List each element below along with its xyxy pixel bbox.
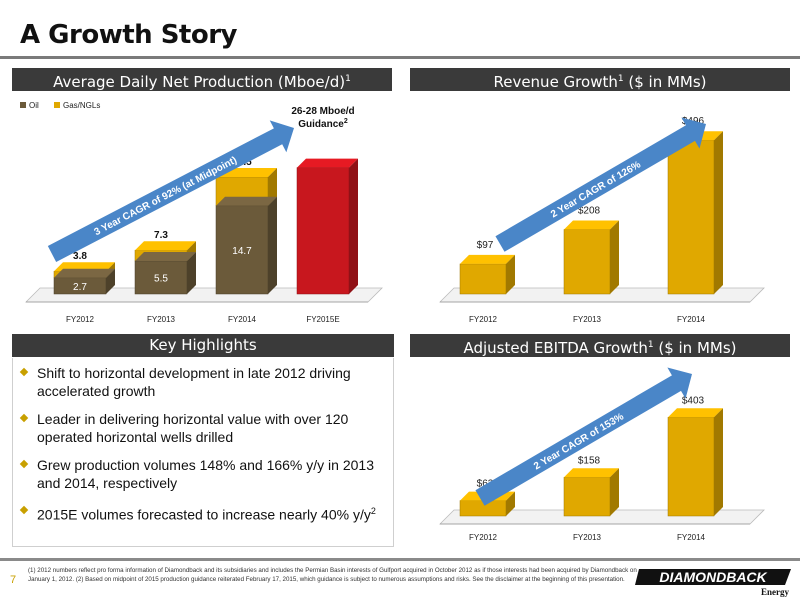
x-tick-label: FY2014 [677,533,706,542]
guidance-label-line1: 26-28 Mboe/d [291,106,354,117]
production-chart-svg: OilGas/NGLs2.73.8FY20125.57.3FY201314.71… [20,101,383,324]
bar-oil-FY2012-side [106,268,115,294]
legend-oil-label: Oil [29,101,39,110]
highlight-text: Leader in delivering horizontal value wi… [37,411,349,445]
revenue-value-label: $97 [477,240,494,251]
highlights-box: Shift to horizontal development in late … [12,358,394,547]
revenue-header-suffix: ($ in MMs) [623,73,707,91]
x-tick-label: FY2015E [306,315,339,324]
legend-oil-swatch [20,102,26,108]
ebitda-header-suffix: ($ in MMs) [653,339,737,357]
bar-ebitda-FY2013 [563,477,611,517]
bar-revenue-FY2014-side [714,131,723,294]
ebitda-cagr-arrow-shape [475,367,693,506]
highlight-text: Shift to horizontal development in late … [37,365,351,399]
diamond-bullet-icon [19,367,29,377]
production-cagr-arrow-shape [47,120,294,262]
diamondback-logo: DIAMONDBACK Energy [635,569,791,597]
footnote: (1) 2012 numbers reflect pro forma infor… [28,567,637,583]
bar-oil-FY2014 [215,205,269,295]
bar-oil-FY2014-side [268,196,277,294]
highlight-text: Grew production volumes 148% and 166% y/… [37,457,374,491]
bar-revenue-FY2012-top [460,254,515,264]
bar-revenue-FY2013-top [564,220,619,230]
highlights-list: Shift to horizontal development in late … [13,364,393,524]
highlight-item: Grew production volumes 148% and 166% y/… [19,456,383,492]
revenue-value-label: $208 [578,206,601,217]
oil-value-label: 14.7 [232,246,252,257]
bar-ebitda-FY2012-side [506,491,515,516]
x-tick-label: FY2013 [147,315,176,324]
bar-gas-FY2013-top [135,241,196,251]
ebitda-header-text: Adjusted EBITDA Growth [463,339,648,357]
production-panel-header: Average Daily Net Production (Mboe/d)1 [12,68,392,91]
slide-title: A Growth Story [20,20,238,50]
bar-ebitda-FY2014-top [668,408,723,418]
diamond-bullet-icon [19,505,29,515]
highlight-item: 2015E volumes forecasted to increase nea… [19,502,383,524]
total-value-label: 7.3 [154,230,168,241]
ebitda-chart: $63 FY2012 $158 FY2013 $403 FY2014 2 Year CAGR… [410,360,790,550]
bar-ebitda-FY2014 [667,417,715,517]
highlight-item: Shift to horizontal development in late … [19,364,383,400]
revenue-header-sup: 1 [617,74,624,84]
legend-gas-swatch [54,102,60,108]
ebitda-panel-header: Adjusted EBITDA Growth1 ($ in MMs) [410,334,790,357]
production-chart: OilGas/NGLs2.73.8FY20125.57.3FY201314.71… [12,94,392,330]
bar-revenue-FY2012-side [506,254,515,294]
bar-revenue-FY2013 [563,229,611,295]
x-tick-label: FY2014 [677,315,706,324]
logo-subtext: Energy [761,587,789,597]
ebitda-value-label: $403 [682,395,705,406]
total-value-label: 3.8 [73,251,87,262]
bar-oil-FY2013-top [135,252,196,261]
highlight-sup: 2 [370,506,376,516]
bar-revenue-FY2012 [459,263,507,295]
oil-value-label: 2.7 [73,282,87,293]
diamond-bullet-icon [19,459,29,469]
bar-revenue-FY2014 [667,139,715,295]
logo-band [635,569,791,585]
bar-oil-FY2013-side [187,252,196,294]
guidance-label-line2: Guidance2 [298,118,348,130]
highlight-item: Leader in delivering horizontal value wi… [19,410,383,446]
ebitda-header-sup: 1 [647,340,654,350]
highlight-text: 2015E volumes forecasted to increase nea… [37,506,371,523]
x-tick-label: FY2013 [573,315,602,324]
legend-gas-label: Gas/NGLs [63,101,100,110]
bar-oil-FY2012-top [54,268,115,278]
revenue-panel-header: Revenue Growth1 ($ in MMs) [410,68,790,91]
revenue-cagr-arrow-shape [495,117,706,252]
guidance-sup: 2 [344,118,348,125]
revenue-header-text: Revenue Growth [493,73,618,91]
bar-ebitda-FY2013-top [564,468,619,478]
footer-divider [0,558,800,561]
bar-oil-FY2014-top [216,196,277,206]
x-tick-label: FY2014 [228,315,257,324]
highlights-panel-header: Key Highlights [12,334,394,357]
x-tick-label: FY2012 [469,315,498,324]
oil-value-label: 5.5 [154,274,168,285]
bar-guidance-FY2015E-top [297,158,358,168]
page-number: 7 [10,574,17,586]
bar-ebitda-FY2014-side [714,408,723,516]
ebitda-value-label: $158 [578,455,601,466]
ebitda-value-label: $63 [477,479,494,490]
x-tick-label: FY2012 [66,315,95,324]
diamond-bullet-icon [19,413,29,423]
x-tick-label: FY2013 [573,533,602,542]
bar-guidance-FY2015E [296,167,350,295]
production-header-sup: 1 [345,74,351,84]
x-tick-label: FY2012 [469,533,498,542]
bar-ebitda-FY2013-side [610,468,619,516]
bar-guidance-FY2015E-side [349,158,358,294]
production-header-text: Average Daily Net Production (Mboe/d) [53,73,346,91]
logo-wordmark: DIAMONDBACK [659,569,767,585]
title-divider [0,56,800,59]
bar-gas-FY2014-side [268,168,277,206]
bar-revenue-FY2013-side [610,220,619,294]
